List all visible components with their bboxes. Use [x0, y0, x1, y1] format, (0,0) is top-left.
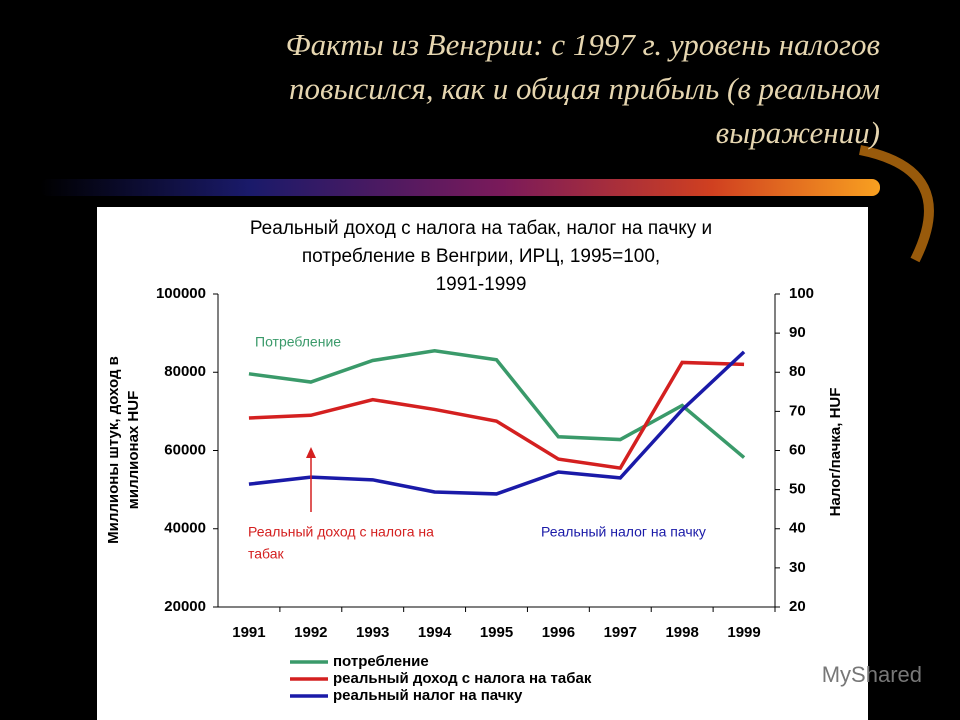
annotation: Потребление [255, 334, 341, 350]
annotation: Реальный налог на пачку [541, 524, 706, 540]
y-tick-label: 40000 [164, 520, 206, 537]
y2-tick-label: 50 [789, 481, 806, 498]
y-tick-label: 80000 [164, 363, 206, 380]
x-tick-label: 1998 [665, 624, 698, 641]
y2-tick-label: 60 [789, 441, 806, 458]
y2-tick-label: 40 [789, 520, 806, 537]
series-line [248, 350, 746, 496]
y2-tick-label: 70 [789, 402, 806, 419]
decor-bar [40, 179, 880, 196]
chart: Реальный доход с налога на табак, налог … [105, 218, 844, 704]
header: Факты из Венгрии: с 1997 г. уровень нало… [286, 27, 880, 150]
chart-title: Реальный доход с налога на табак, налог … [250, 218, 712, 239]
x-tick-label: 1992 [294, 624, 327, 641]
header-line: выражении) [716, 115, 880, 150]
y2-tick-label: 100 [789, 285, 814, 302]
x-tick-label: 1991 [232, 624, 265, 641]
legend-label: реальный налог на пачку [333, 687, 523, 704]
y2-tick-label: 30 [789, 559, 806, 576]
x-tick-label: 1995 [480, 624, 513, 641]
y2-axis-label: Налог/пачка, HUF [827, 388, 844, 517]
chart-title: потребление в Венгрии, ИРЦ, 1995=100, [302, 246, 660, 267]
watermark: MyShared [822, 662, 922, 687]
x-tick-label: 1997 [604, 624, 637, 641]
header-line: Факты из Венгрии: с 1997 г. уровень нало… [286, 27, 880, 62]
y-axis-label: миллионах HUF [125, 391, 142, 510]
series-line [248, 360, 745, 471]
header-line: повысился, как и общая прибыль (в реальн… [289, 71, 880, 106]
y-tick-label: 60000 [164, 441, 206, 458]
legend-label: потребление [333, 653, 429, 670]
x-tick-label: 1994 [418, 624, 452, 641]
y-tick-label: 20000 [164, 598, 206, 615]
x-tick-label: 1993 [356, 624, 389, 641]
chart-panel [97, 207, 868, 720]
chart-title: 1991-1999 [436, 274, 527, 295]
x-tick-label: 1996 [542, 624, 575, 641]
annotation: табак [248, 546, 285, 562]
annotation-arrowhead [306, 447, 316, 458]
x-tick-label: 1999 [727, 624, 760, 641]
y2-tick-label: 90 [789, 324, 806, 341]
legend-label: реальный доход с налога на табак [333, 670, 592, 687]
y2-tick-label: 80 [789, 363, 806, 380]
decor-swoosh [859, 145, 934, 263]
y-tick-label: 100000 [156, 285, 206, 302]
series-line [248, 348, 746, 459]
y2-tick-label: 20 [789, 598, 806, 615]
annotation: Реальный доход с налога на [248, 524, 434, 540]
y-axis-label: Миллионы штук, доход в [105, 356, 122, 544]
